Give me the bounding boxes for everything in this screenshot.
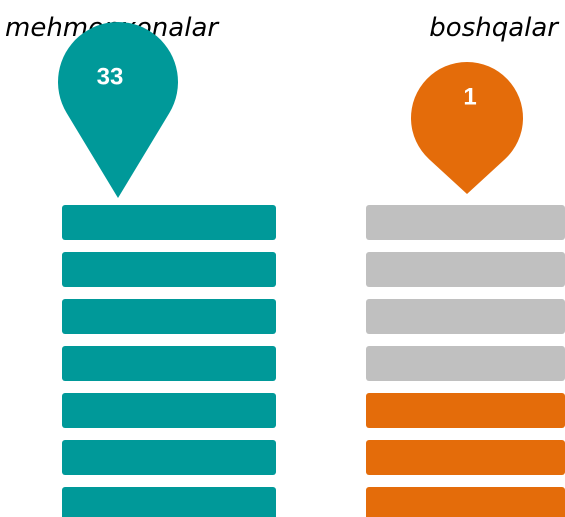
bar-segment bbox=[62, 299, 276, 334]
bar-segment bbox=[62, 252, 276, 287]
bar-segment bbox=[366, 299, 565, 334]
bar-segment bbox=[62, 346, 276, 381]
bar-segment bbox=[62, 487, 276, 517]
bar-segment bbox=[366, 487, 565, 517]
bar-segment bbox=[366, 393, 565, 428]
value-label: 33 bbox=[97, 63, 124, 90]
value-label: 1 bbox=[463, 83, 476, 110]
bar-segment bbox=[366, 205, 565, 240]
bar-segment bbox=[62, 393, 276, 428]
bar-segment bbox=[366, 346, 565, 381]
bar-segment bbox=[62, 205, 276, 240]
pin-marker bbox=[410, 61, 523, 194]
bar-segment bbox=[366, 440, 565, 475]
bar-segment bbox=[366, 252, 565, 287]
pin-marker bbox=[58, 22, 179, 198]
bar-segment bbox=[62, 440, 276, 475]
category-label: boshqalar bbox=[429, 13, 560, 43]
